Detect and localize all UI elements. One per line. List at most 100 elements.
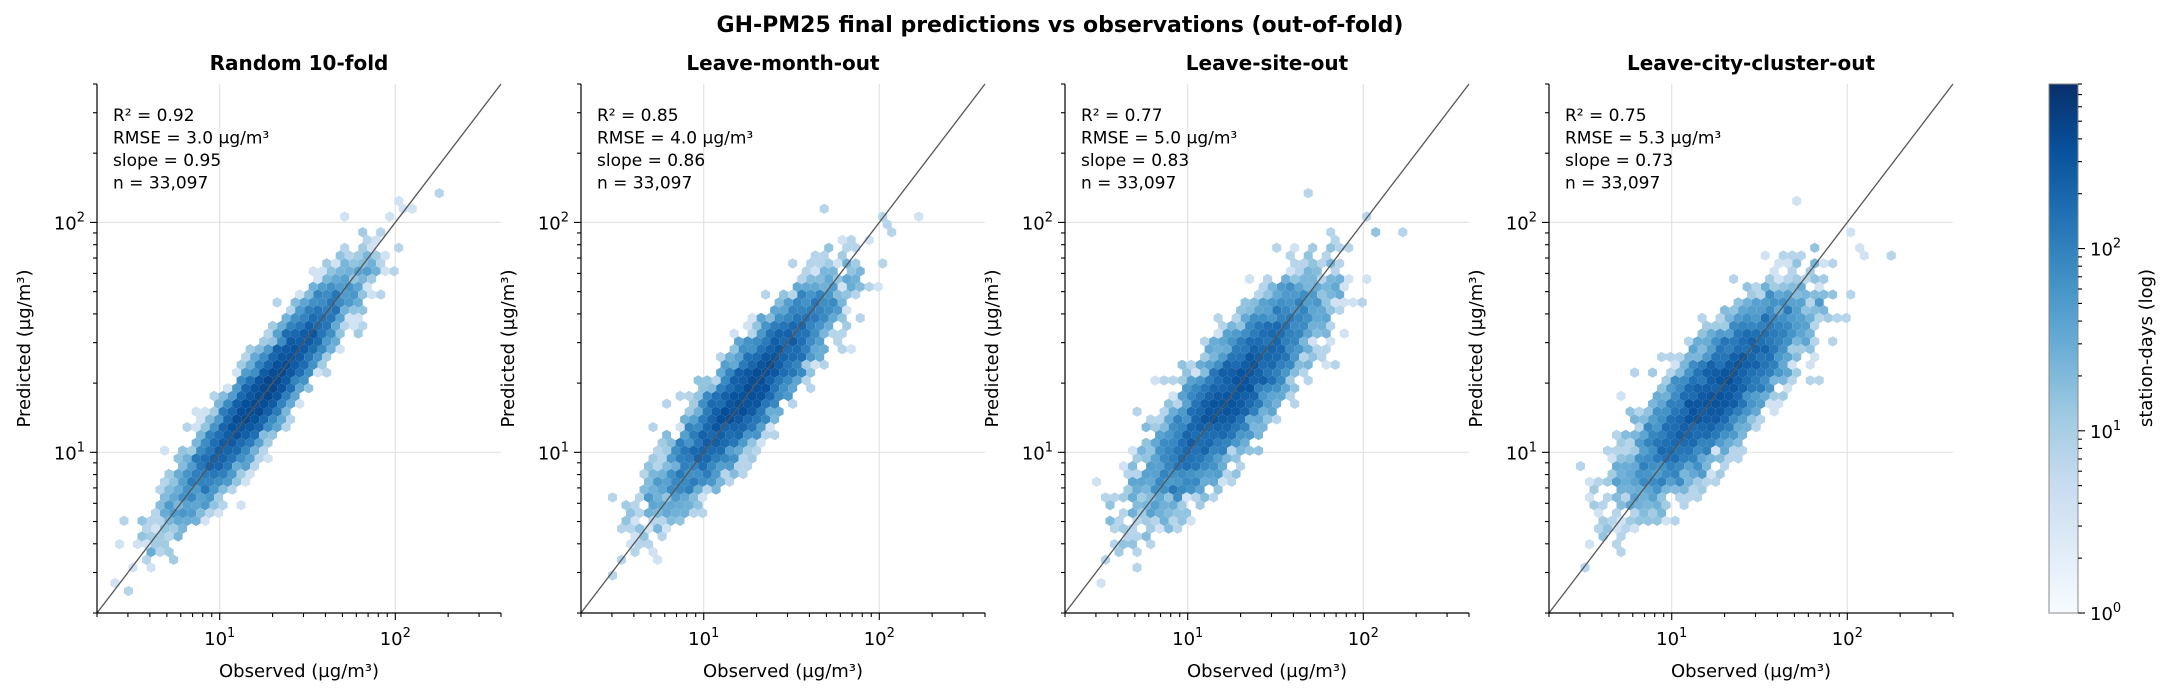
hexbin-cell (666, 468, 676, 480)
hexbin-cell (1783, 258, 1793, 269)
hexbin-cell (1110, 492, 1119, 503)
hexbin-cell (1724, 422, 1734, 433)
hexbin-cell (1661, 390, 1671, 402)
hexbin-cell (1693, 445, 1703, 456)
hexbin-cell (1231, 437, 1241, 448)
hexbin-cell (1787, 266, 1797, 277)
hexbin-cell (738, 359, 748, 370)
hexbin-cell (734, 414, 744, 425)
hexbin-cell (1173, 523, 1183, 534)
hexbin-cell (115, 539, 124, 550)
hexbin-cell (1733, 375, 1743, 386)
hexbin-cell (684, 453, 694, 464)
identity-line (96, 83, 502, 614)
hexbin-cell (1639, 461, 1649, 472)
hexbin-cell (200, 515, 210, 526)
hexbin-cell (711, 422, 721, 433)
hexbin-cell (828, 266, 838, 277)
hexbin-cell (806, 336, 816, 347)
stats-line: RMSE = 5.0 µg/m³ (1081, 129, 1237, 149)
hexbin-cell (196, 414, 206, 425)
hexbin-cell (1594, 476, 1603, 487)
hexbin-cell (173, 484, 183, 495)
hexbin-cell (1258, 344, 1268, 355)
hexbin-cell (187, 476, 197, 487)
hexbin-cell (272, 375, 282, 386)
hexbin-cell (358, 227, 368, 238)
hexbin-cell (653, 445, 663, 456)
hexbin-cell (819, 312, 829, 324)
hexbin-cell (304, 320, 314, 331)
hexbin-cell (1720, 305, 1730, 316)
hexbin-cell (743, 383, 753, 394)
hexbin-cell (286, 305, 296, 316)
hexbin-cell (304, 289, 314, 300)
hexbin-cell (1720, 367, 1730, 378)
hexbin-cell (1634, 422, 1644, 433)
hexbin-cell (1240, 390, 1250, 402)
hexbin-cell (1236, 414, 1246, 425)
hexbin-cell (1231, 406, 1241, 417)
hexbin-cell (770, 351, 780, 363)
hexbin-cell (1272, 383, 1282, 394)
hexbin-cell (236, 375, 246, 386)
hexbin-cell (810, 359, 820, 370)
hexbin-cell (1150, 500, 1160, 511)
hexbin-cell (1792, 336, 1802, 347)
hexbin-cell (1159, 468, 1169, 480)
hexbin-cell (797, 351, 807, 363)
hexbin-cell (1612, 523, 1622, 534)
hexbin-cell (702, 422, 712, 433)
hexbin-cell (191, 406, 201, 417)
hexbin-cell (1612, 539, 1622, 550)
hexbin-cell (1724, 406, 1734, 417)
hexbin-cell (1276, 328, 1286, 339)
hexbin-cell (1733, 390, 1743, 402)
hexbin-cell (774, 359, 784, 370)
hexbin-cell (1675, 414, 1685, 425)
hexbin-cell (1132, 406, 1142, 417)
hexbin-cell (1155, 414, 1165, 425)
hexbin-cell (1792, 320, 1802, 331)
hexbin-cell (1339, 328, 1349, 339)
hexbin-cell (1693, 383, 1703, 394)
hexbin-cell (142, 539, 151, 550)
hexbin-cell (335, 266, 345, 277)
hexbin-cell (797, 273, 807, 285)
hexbin-cell (644, 461, 654, 472)
hexbin-cell (1711, 445, 1721, 456)
hexbin-cell (1634, 468, 1644, 480)
hexbin-cell (1236, 445, 1246, 456)
hexbin-cell (263, 437, 273, 448)
hexbin-cell (1195, 406, 1205, 417)
hexbin-cell (1195, 437, 1205, 448)
hexbin-cell (842, 289, 852, 300)
hexbin-cell (788, 320, 798, 331)
hexbin-cell (1751, 344, 1761, 355)
hexbin-cell (644, 507, 654, 519)
hexbin-cell (765, 344, 775, 355)
hexbin-cell (1715, 359, 1725, 370)
hexbin-cell (182, 468, 192, 480)
hexbin-cell (376, 289, 386, 300)
hexbin-cell (743, 351, 753, 363)
hexbin-cell (1204, 468, 1214, 480)
hexbin-cell (1308, 320, 1318, 331)
hexbin-cell (1182, 492, 1192, 503)
hexbin-cell (164, 515, 174, 526)
hexbin-cell (128, 562, 138, 573)
hexbin-cell (801, 297, 811, 308)
hexbin-cell (1769, 375, 1779, 386)
hexbin-cell (223, 429, 233, 441)
hexbin-cell (770, 383, 780, 394)
hexbin-cell (1711, 476, 1721, 487)
hexbin-cell (851, 273, 861, 285)
hexbin-cell (196, 507, 206, 519)
hexbin-cell (232, 414, 242, 425)
hexbin-cell (1621, 429, 1631, 441)
hexbin-cell (1630, 429, 1640, 441)
hexbin-cell (747, 422, 757, 433)
hexbin-cell (1200, 476, 1210, 487)
